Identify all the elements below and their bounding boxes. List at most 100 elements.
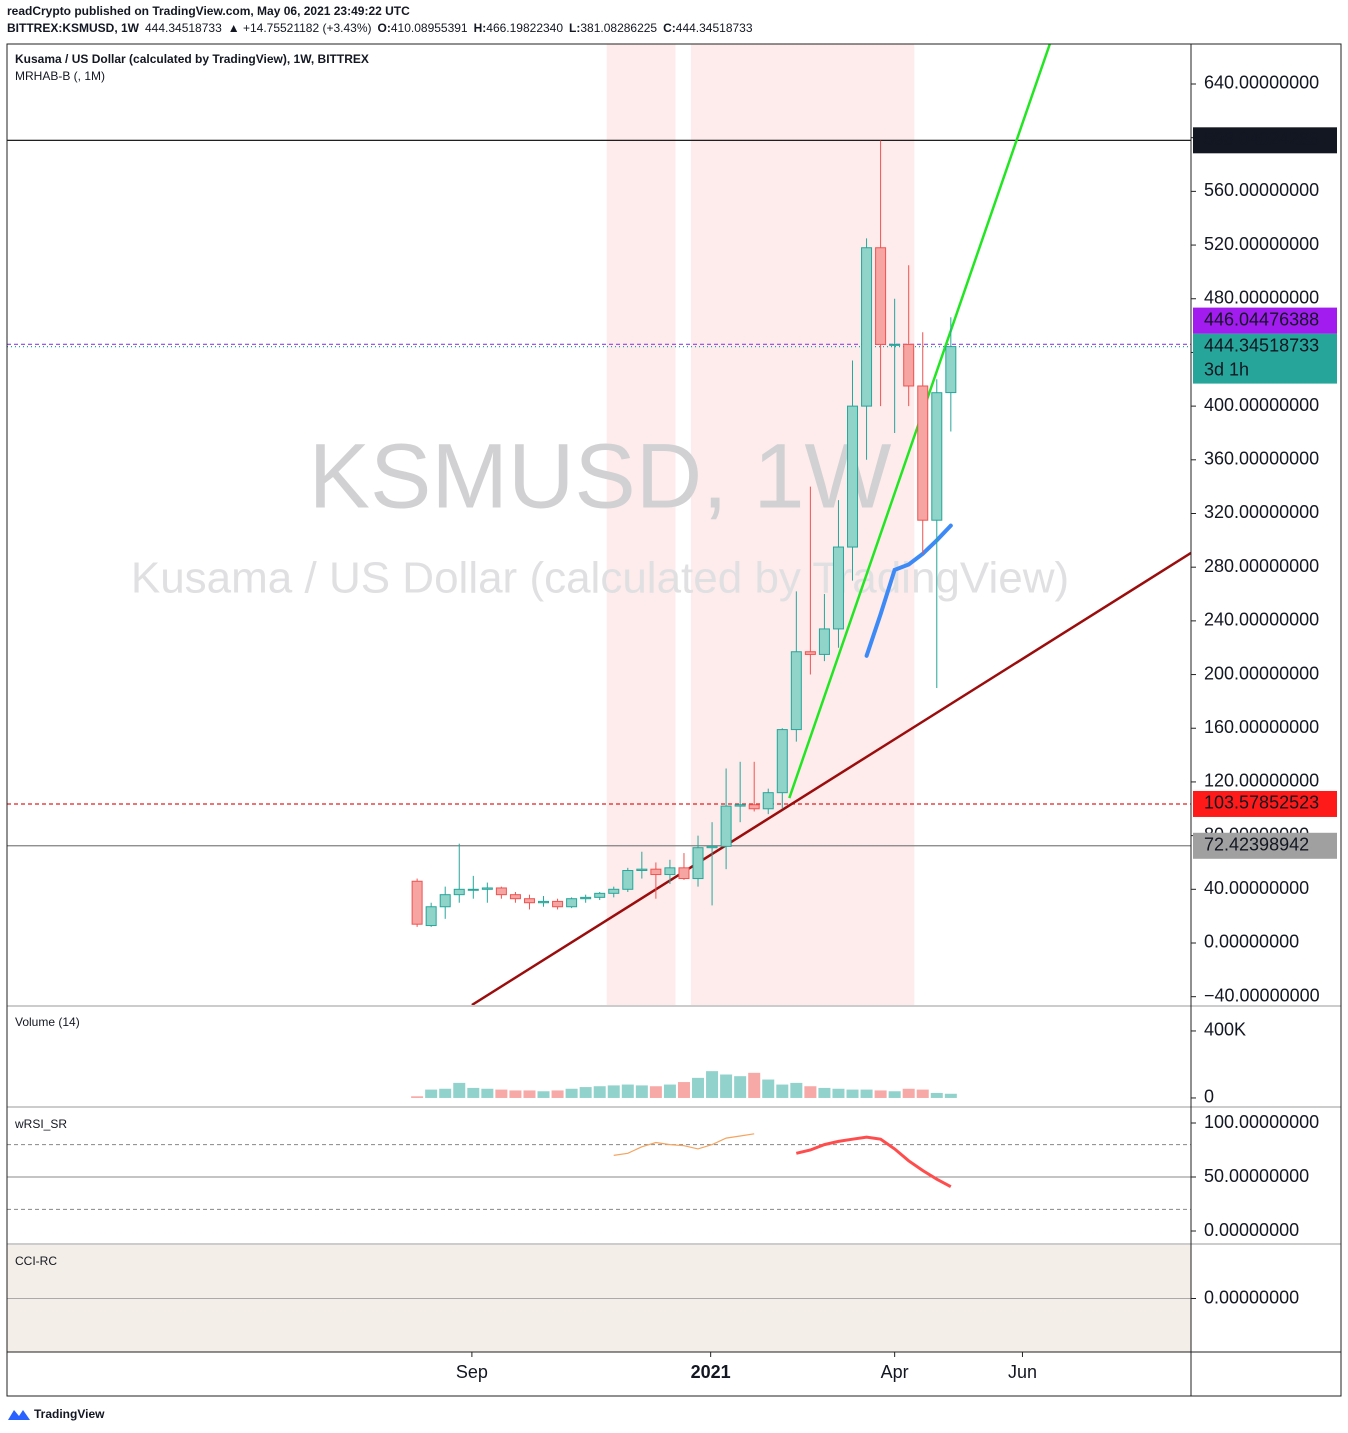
footer-logo	[8, 1410, 30, 1420]
pane-title: Kusama / US Dollar (calculated by Tradin…	[15, 52, 369, 66]
volume-bar	[916, 1089, 929, 1098]
volume-bar	[607, 1085, 620, 1098]
header-item: ▲ +14.75521182 (+3.43%)	[228, 21, 372, 35]
volume-bar	[706, 1071, 719, 1098]
publisher: readCrypto published on TradingView.com,…	[7, 4, 410, 18]
volume-bar	[930, 1092, 943, 1098]
volume-bar	[593, 1086, 606, 1098]
y-tick-label: 400K	[1204, 1020, 1246, 1040]
y-tick-label: 100.00000000	[1204, 1112, 1319, 1132]
candle-body	[552, 900, 564, 908]
candle-body	[875, 247, 887, 345]
y-tick-label: 160.00000000	[1204, 717, 1319, 737]
x-tick-label: Apr	[881, 1362, 909, 1382]
pane-title: CCI-RC	[15, 1254, 57, 1268]
header-item: 381.08286225	[580, 21, 657, 35]
volume-bar	[860, 1089, 873, 1098]
volume-bar	[804, 1086, 817, 1098]
price-label-bg	[1193, 307, 1337, 334]
volume-bar	[439, 1088, 452, 1098]
header-item: 444.34518733	[145, 21, 222, 35]
candle-body	[467, 888, 479, 891]
price-label-bg	[1193, 832, 1337, 859]
header-item: 444.34518733	[676, 21, 753, 35]
candle-body	[439, 894, 451, 908]
y-tick-label: 0	[1204, 1087, 1214, 1107]
candle-body	[678, 867, 690, 880]
trend-line	[471, 551, 1191, 1005]
volume-bar	[509, 1090, 522, 1098]
x-tick-label: 2021	[691, 1362, 731, 1382]
x-tick-label: Sep	[456, 1362, 488, 1382]
volume-bar	[692, 1077, 705, 1098]
price-label-bg	[1193, 333, 1337, 384]
volume-bar	[846, 1089, 859, 1098]
symbol-line: BITTREX:KSMUSD, 1W 444.34518733 ▲ +14.7552…	[7, 21, 753, 35]
candle-body	[790, 651, 802, 731]
candle-body	[411, 880, 423, 925]
indicator-line	[613, 1133, 755, 1156]
candle-body	[453, 888, 465, 896]
volume-bar	[537, 1091, 550, 1098]
y-tick-label: 200.00000000	[1204, 663, 1319, 683]
candle-body	[903, 343, 915, 387]
y-tick-label: 360.00000000	[1204, 449, 1319, 469]
volume-bar	[888, 1091, 901, 1098]
price-label: 72.42398942	[1204, 835, 1309, 855]
volume-bar	[734, 1076, 747, 1098]
countdown: 3d 1h	[1204, 359, 1249, 379]
candle-body	[481, 887, 493, 890]
volume-bar	[453, 1082, 466, 1098]
header-item: C:	[663, 21, 676, 35]
candle-body	[847, 405, 859, 548]
y-tick-label: 320.00000000	[1204, 502, 1319, 522]
pane: 100.00000000 50.00000000 0.00000000 wRSI_SR	[7, 1106, 1341, 1240]
candle-body	[523, 898, 535, 904]
volume-bar	[411, 1096, 424, 1098]
candle-body	[720, 805, 732, 847]
volume-bar	[523, 1090, 536, 1098]
pane: KSMUSD, 1W Kusama / US Dollar (calculated…	[7, 44, 1337, 1382]
candle-body	[748, 804, 760, 810]
price-label: 598.04024288	[1204, 129, 1319, 149]
candle-body	[425, 906, 437, 927]
candle-body	[931, 392, 943, 521]
volume-bar	[579, 1087, 592, 1098]
y-tick-label: 120.00000000	[1204, 771, 1319, 791]
volume-bar	[649, 1086, 662, 1098]
volume-bar	[425, 1089, 438, 1098]
volume-bar	[762, 1079, 775, 1098]
indicator-line	[795, 1135, 952, 1189]
candle-body	[692, 847, 704, 880]
volume-bar	[818, 1087, 831, 1098]
candle-body	[650, 868, 662, 876]
watermark: KSMUSD, 1W Kusama / US Dollar (calculated…	[131, 425, 1069, 602]
pane: 0.00000000 CCI-RC	[7, 1243, 1341, 1352]
header-item: 410.08955391	[391, 21, 468, 35]
volume-bar	[720, 1074, 733, 1098]
candle-body	[495, 887, 507, 896]
candle-body	[818, 628, 830, 655]
y-tick-label: 240.00000000	[1204, 610, 1319, 630]
y-tick-label: 480.00000000	[1204, 287, 1319, 307]
volume-bar	[748, 1072, 761, 1098]
y-tick-label: 280.00000000	[1204, 556, 1319, 576]
volume-bar	[551, 1090, 564, 1098]
header-item: L:	[569, 21, 580, 35]
candle-body	[776, 729, 788, 794]
pane: 400K 0 Volume (14)	[7, 1005, 1341, 1107]
candle-body	[734, 804, 746, 807]
candle-body	[664, 867, 676, 876]
frame	[6, 43, 1342, 1397]
candle-body	[832, 546, 844, 630]
header-item: H:	[474, 21, 487, 35]
header-item: O:	[378, 21, 391, 35]
volume-bar	[902, 1088, 915, 1098]
candle-body	[762, 792, 774, 810]
price-label-bg	[1193, 127, 1337, 154]
volume-bar	[790, 1082, 803, 1098]
candle-body	[861, 247, 873, 407]
y-tick-label: 560.00000000	[1204, 180, 1319, 200]
